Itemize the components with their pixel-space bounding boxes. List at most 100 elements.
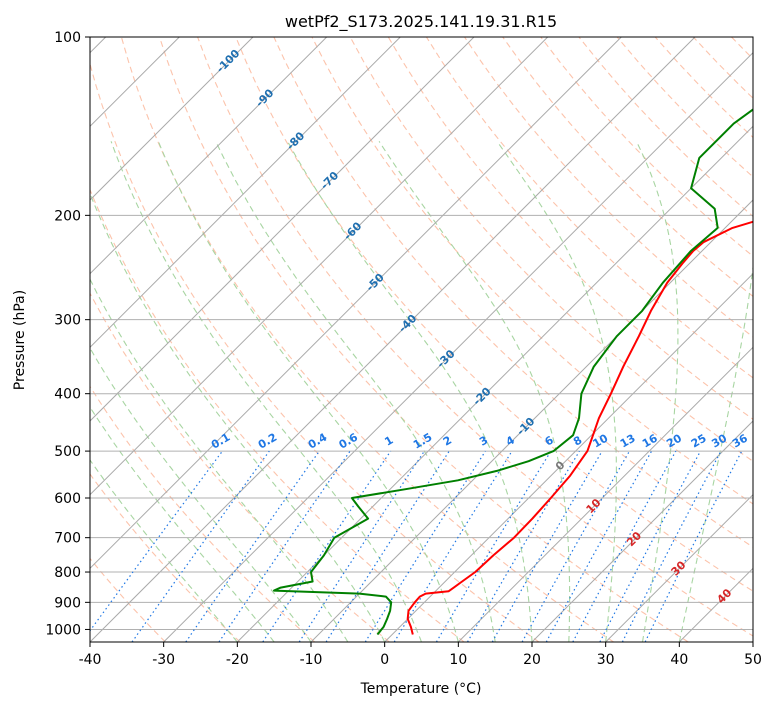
y-tick-label: 500 bbox=[54, 444, 81, 460]
isotherm-line bbox=[384, 272, 753, 642]
dry-adiabat-line bbox=[502, 37, 753, 298]
isotherm-line bbox=[457, 346, 753, 642]
mixing-ratio-label: 2 bbox=[441, 434, 454, 449]
mixing-ratio-lines bbox=[90, 450, 743, 642]
mixing-ratio-label: 8 bbox=[571, 434, 584, 449]
mixing-ratio-line bbox=[621, 450, 722, 642]
isotherm-line bbox=[678, 567, 753, 642]
x-tick-label: 0 bbox=[380, 652, 389, 668]
dry-adiabat-line bbox=[654, 37, 753, 139]
y-axis-title: Pressure (hPa) bbox=[12, 290, 28, 390]
isotherm-label: -70 bbox=[318, 169, 341, 192]
dry-adiabat-line bbox=[90, 385, 316, 642]
x-tick-label: 20 bbox=[523, 652, 541, 668]
mixing-ratio-label: 13 bbox=[618, 432, 638, 451]
x-axis-ticks: -40 -30 -20 -10 0 10 20 30 40 50 bbox=[79, 642, 762, 668]
isotherm-label: -90 bbox=[253, 86, 276, 109]
isotherm-line bbox=[752, 641, 753, 642]
mixing-ratio-line bbox=[262, 450, 392, 642]
mixing-ratio-line bbox=[131, 450, 270, 642]
plot-frame bbox=[89, 36, 754, 643]
y-tick-label: 900 bbox=[54, 595, 81, 611]
x-tick-label: -10 bbox=[300, 652, 323, 668]
mixing-ratio-line bbox=[599, 450, 702, 642]
dry-adiabat-line bbox=[692, 37, 753, 99]
y-tick-label: 1000 bbox=[45, 622, 81, 638]
mixing-ratio-line bbox=[466, 450, 580, 642]
mixing-ratio-line bbox=[572, 450, 677, 642]
mixing-ratio-label: 25 bbox=[689, 432, 709, 451]
moist-adiabat-line bbox=[90, 406, 275, 642]
moist-adiabat-line bbox=[287, 141, 533, 642]
y-tick-label: 600 bbox=[54, 491, 81, 507]
mixing-ratio-line bbox=[298, 450, 425, 642]
y-tick-label: 800 bbox=[54, 565, 81, 581]
mixing-ratio-line bbox=[435, 450, 552, 642]
dry-adiabat-line bbox=[90, 61, 540, 642]
isotherm-line bbox=[163, 51, 753, 642]
moist-adiabats bbox=[90, 140, 753, 642]
plot-area bbox=[90, 37, 775, 642]
x-tick-label: 40 bbox=[670, 652, 688, 668]
y-tick-label: 400 bbox=[54, 387, 81, 403]
isotherms bbox=[90, 37, 753, 642]
mixing-ratio-line bbox=[644, 450, 743, 642]
isotherm-line bbox=[90, 37, 622, 570]
chart-title: wetPf2_S173.2025.141.19.31.R15 bbox=[285, 12, 557, 32]
dry-adiabat-line bbox=[770, 37, 775, 642]
isotherm-label: -20 bbox=[470, 385, 493, 408]
mixing-ratio-label: 3 bbox=[477, 434, 490, 449]
isotherm-label: -30 bbox=[434, 347, 457, 370]
mixing-ratio-line bbox=[325, 450, 450, 642]
mixing-ratio-label: 1 bbox=[382, 434, 395, 449]
temperature-profile-line bbox=[406, 220, 753, 635]
dry-adiabat-line bbox=[273, 37, 753, 548]
mixing-ratio-label: 4 bbox=[504, 433, 517, 448]
moist-adiabat-line bbox=[678, 263, 753, 642]
warm-isotherm-label: 30 bbox=[669, 558, 689, 578]
mixing-ratio-line bbox=[364, 450, 486, 642]
isotherm-line bbox=[531, 420, 753, 642]
y-axis-ticks: 100 200 300 400 500 600 700 800 900 1000 bbox=[45, 30, 90, 638]
mixing-ratio-label: 0.4 bbox=[306, 430, 330, 451]
y-tick-label: 100 bbox=[54, 30, 81, 46]
mixing-ratio-line bbox=[393, 450, 513, 642]
y-tick-label: 200 bbox=[54, 208, 81, 224]
isotherm-line bbox=[90, 37, 475, 422]
moist-adiabat-line bbox=[90, 346, 312, 642]
x-tick-label: -30 bbox=[152, 652, 175, 668]
dry-adiabat-line bbox=[90, 188, 465, 642]
x-tick-label: 10 bbox=[449, 652, 467, 668]
isotherm-line bbox=[605, 493, 753, 642]
mixing-ratio-line bbox=[218, 450, 351, 642]
mixing-ratio-line bbox=[521, 450, 631, 642]
dry-adiabat-line bbox=[387, 37, 753, 420]
dry-adiabat-line bbox=[464, 37, 753, 338]
mixing-ratio-label: 16 bbox=[640, 431, 660, 450]
isotherm-line bbox=[90, 37, 328, 275]
dry-adiabat-line bbox=[425, 37, 753, 379]
dry-adiabat-line bbox=[235, 37, 753, 592]
y-tick-label: 300 bbox=[54, 313, 81, 329]
y-tick-label: 700 bbox=[54, 531, 81, 547]
x-tick-label: -20 bbox=[226, 652, 249, 668]
dry-adiabat-line bbox=[578, 37, 753, 218]
isotherm-line bbox=[236, 125, 753, 642]
isotherm-line bbox=[90, 37, 549, 496]
x-tick-label: 50 bbox=[744, 652, 762, 668]
isotherm-label: -60 bbox=[341, 219, 364, 242]
mixing-ratio-label: 0.2 bbox=[256, 431, 279, 452]
profile-series bbox=[273, 108, 753, 636]
mixing-ratio-label: 20 bbox=[664, 431, 684, 450]
dry-adiabat-line bbox=[158, 37, 689, 642]
mixing-ratio-line bbox=[90, 450, 223, 632]
isotherm-line bbox=[90, 37, 401, 349]
dry-adiabat-line bbox=[90, 292, 390, 642]
isotherm-label: 0 bbox=[553, 458, 568, 473]
mixing-ratio-label: 0.1 bbox=[209, 431, 232, 452]
dry-adiabats bbox=[90, 37, 775, 642]
pressure-gridlines bbox=[90, 37, 753, 630]
moist-adiabat-line bbox=[157, 141, 459, 642]
x-tick-label: 30 bbox=[597, 652, 615, 668]
